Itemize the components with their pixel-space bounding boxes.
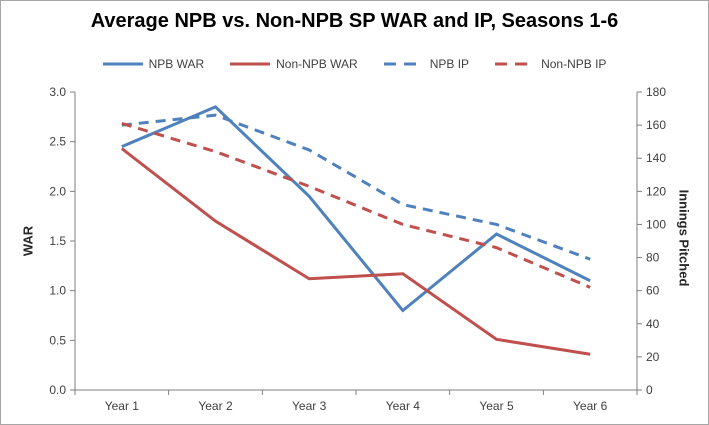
legend-label-non-npb-war: Non-NPB WAR bbox=[276, 57, 358, 71]
left-axis-tick-label: 3.0 bbox=[49, 85, 66, 99]
series-line-npb-ip bbox=[121, 113, 591, 261]
right-axis-tick-label: 0 bbox=[646, 383, 653, 397]
right-axis-tick-label: 60 bbox=[646, 284, 660, 298]
x-axis-category-label: Year 2 bbox=[198, 399, 233, 413]
right-axis-tick-label: 160 bbox=[646, 118, 666, 132]
x-axis-category-label: Year 3 bbox=[292, 399, 327, 413]
x-axis-category-label: Year 1 bbox=[105, 399, 140, 413]
legend-swatch-npb-war bbox=[102, 62, 143, 66]
series-line-non-npb-ip bbox=[121, 122, 591, 289]
right-axis-tick-label: 80 bbox=[646, 251, 660, 265]
legend-swatch-npb-ip bbox=[383, 62, 424, 66]
chart-title: Average NPB vs. Non-NPB SP WAR and IP, S… bbox=[90, 10, 619, 32]
right-axis-tick-label: 120 bbox=[646, 184, 666, 198]
right-axis-tick-label: 20 bbox=[646, 350, 660, 364]
left-axis-tick-label: 2.0 bbox=[49, 184, 66, 198]
series-line-non-npb-war bbox=[120, 147, 591, 356]
legend-label-npb-war: NPB WAR bbox=[148, 57, 205, 71]
x-axis-category-label: Year 5 bbox=[479, 399, 514, 413]
left-axis-tick-label: 2.5 bbox=[49, 135, 66, 149]
legend-item-non-npb-ip: Non-NPB IP bbox=[495, 57, 606, 71]
legend-swatch-non-npb-ip bbox=[495, 62, 536, 66]
legend-item-npb-war: NPB WAR bbox=[102, 57, 205, 71]
series-line-npb-war bbox=[121, 105, 591, 313]
right-axis-title: Innings Pitched bbox=[676, 189, 692, 287]
x-axis-category-label: Year 4 bbox=[386, 399, 421, 413]
left-axis-tick-label: 0.5 bbox=[49, 333, 66, 347]
right-axis-tick-label: 180 bbox=[646, 85, 666, 99]
legend-label-npb-ip: NPB IP bbox=[429, 57, 470, 71]
x-axis-category-label: Year 6 bbox=[573, 399, 608, 413]
legend-item-npb-ip: NPB IP bbox=[383, 57, 470, 71]
legend-swatch-non-npb-war bbox=[230, 62, 271, 66]
left-axis-tick-label: 1.0 bbox=[49, 284, 66, 298]
left-axis-tick-label: 1.5 bbox=[49, 234, 66, 248]
legend-item-non-npb-war: Non-NPB WAR bbox=[230, 57, 358, 71]
left-axis-title: WAR bbox=[20, 225, 36, 257]
left-axis-tick-label: 0.0 bbox=[49, 383, 66, 397]
right-axis-tick-label: 40 bbox=[646, 317, 660, 331]
right-axis-tick-label: 140 bbox=[646, 151, 666, 165]
right-axis-tick-label: 100 bbox=[646, 217, 666, 231]
chart-legend: NPB WAR Non-NPB WAR NPB IP Non-NPB IP bbox=[1, 57, 708, 71]
legend-label-non-npb-ip: Non-NPB IP bbox=[541, 57, 607, 71]
